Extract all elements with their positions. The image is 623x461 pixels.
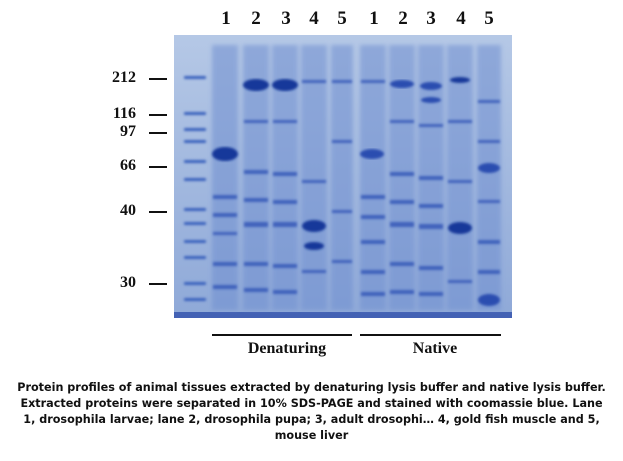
caption-line-2: Extracted proteins were separated in 10%… [20, 397, 603, 410]
figure-caption: Protein profiles of animal tissues extra… [8, 380, 615, 444]
lane-number-3-denaturing: 3 [281, 8, 291, 29]
group-label-denaturing: Denaturing [247, 340, 327, 357]
caption-line-3: 1, drosophila larvae; lane 2, drosophila… [23, 413, 600, 426]
band-lane3-denaturing-major [272, 79, 298, 91]
band-lane1-native-major [360, 149, 384, 159]
marker-tick-40 [149, 211, 167, 213]
band-lane3-native-major [420, 82, 442, 103]
gel-figure: 1 2 3 4 5 1 2 3 4 5 212 116 97 66 40 30 [112, 8, 512, 357]
lane-number-4-native: 4 [456, 8, 466, 29]
band-lane1-denaturing-major [212, 147, 238, 161]
band-lane2-native-major [390, 80, 414, 88]
lane-number-2-native: 2 [398, 8, 408, 29]
caption-line-4: mouse liver [274, 429, 349, 442]
band-lane4-native-major [448, 77, 472, 234]
caption-line-1: Protein profiles of animal tissues extra… [17, 381, 606, 394]
marker-label-40: 40 [120, 202, 136, 219]
marker-label-66: 66 [120, 157, 136, 174]
lane-number-5-native: 5 [484, 8, 494, 29]
marker-label-97: 97 [120, 123, 136, 140]
lane-number-3-native: 3 [426, 8, 436, 29]
lane-number-2-denaturing: 2 [251, 8, 261, 29]
lane-number-1-native: 1 [369, 8, 379, 29]
gel-bottom-edge [174, 312, 512, 318]
marker-tick-30 [149, 283, 167, 285]
lane-number-5-denaturing: 5 [337, 8, 347, 29]
marker-tick-97 [149, 132, 167, 134]
group-label-native: Native [412, 340, 458, 357]
denaturing-group-line [212, 334, 352, 336]
band-lane2-denaturing-major [243, 79, 269, 91]
marker-label-212: 212 [112, 69, 136, 86]
marker-tick-212 [149, 78, 167, 80]
marker-label-116: 116 [112, 105, 136, 122]
band-lane5-native-major [478, 163, 500, 306]
marker-tick-66 [149, 166, 167, 168]
lane-smears [212, 45, 501, 310]
gel-image [174, 35, 512, 318]
native-group-line [360, 334, 501, 336]
band-lane4-denaturing-major [302, 220, 326, 250]
marker-tick-116 [149, 114, 167, 116]
lane-number-1-denaturing: 1 [221, 8, 231, 29]
marker-lane [184, 76, 206, 301]
minor-bands [213, 80, 500, 296]
lane-number-4-denaturing: 4 [309, 8, 319, 29]
marker-label-30: 30 [120, 274, 136, 291]
